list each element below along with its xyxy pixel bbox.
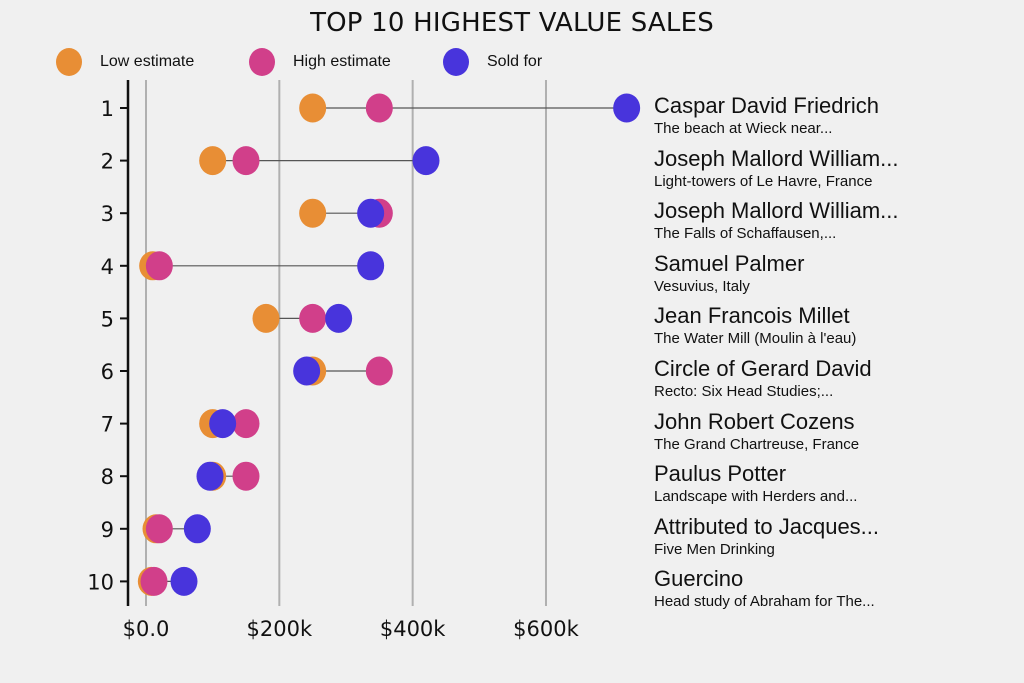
legend-item-sold-for: Sold for	[443, 48, 542, 76]
high-estimate-dot	[145, 514, 173, 544]
sold-for-dot	[613, 93, 641, 123]
artist-label: Joseph Mallord William...	[654, 198, 899, 224]
y-tick-label: 10	[87, 570, 114, 594]
sold-for-dot	[196, 461, 224, 491]
legend-marker-high-estimate	[249, 48, 275, 76]
artwork-label: Vesuvius, Italy	[654, 277, 750, 295]
x-tick-label: $400k	[380, 617, 446, 641]
artwork-label: Recto: Six Head Studies;...	[654, 383, 834, 400]
low-estimate-dot	[199, 146, 227, 176]
sold-for-dot	[357, 251, 385, 281]
high-estimate-dot	[232, 409, 260, 439]
legend-marker-sold-for	[443, 48, 469, 76]
artwork-label: The Falls of Schaffausen,...	[654, 225, 837, 243]
high-estimate-dot	[365, 356, 393, 386]
y-tick-label: 4	[101, 255, 114, 279]
artwork-label: Five Men Drinking	[654, 540, 775, 558]
artist-label: Paulus Potter	[654, 461, 787, 487]
chart-title: TOP 10 HIGHEST VALUE SALES	[310, 8, 714, 38]
artist-label: Caspar David Friedrich	[654, 93, 879, 118]
high-estimate-dot	[365, 93, 393, 123]
legend-label-high-estimate: High estimate	[293, 53, 391, 70]
artist-label: John Robert Cozens	[654, 408, 855, 434]
high-estimate-dot	[232, 146, 260, 176]
sold-for-dot	[357, 198, 385, 228]
y-tick-label: 8	[101, 465, 114, 489]
artist-label: Attributed to Jacques...	[654, 513, 880, 539]
y-tick-label: 9	[101, 518, 114, 542]
artist-label: Circle of Gerard David	[654, 356, 872, 381]
artist-label: Samuel Palmer	[654, 250, 805, 276]
low-estimate-dot	[299, 198, 327, 228]
artist-label: Joseph Mallord William...	[654, 145, 899, 171]
x-tick-label: $200k	[247, 617, 313, 641]
sold-for-dot	[412, 146, 440, 176]
sold-for-dot	[183, 514, 211, 544]
high-estimate-dot	[299, 303, 327, 333]
legend-label-low-estimate: Low estimate	[100, 53, 195, 70]
sold-for-dot	[170, 566, 198, 596]
y-tick-label: 3	[101, 202, 114, 226]
sold-for-dot	[293, 356, 321, 386]
high-estimate-dot	[232, 461, 260, 491]
y-tick-label: 5	[101, 307, 114, 331]
artwork-label: The beach at Wieck near...	[654, 120, 833, 137]
y-tick-label: 2	[101, 150, 114, 174]
y-tick-label: 6	[101, 360, 114, 384]
legend-item-high-estimate: High estimate	[249, 48, 391, 76]
low-estimate-dot	[299, 93, 327, 123]
artist-label: Jean Francois Millet	[654, 303, 850, 329]
artist-label: Guercino	[654, 566, 744, 592]
legend-item-low-estimate: Low estimate	[56, 48, 194, 76]
artwork-label: Landscape with Herders and...	[654, 488, 858, 506]
x-tick-label: $600k	[513, 617, 579, 641]
artwork-label: Light-towers of Le Havre, France	[654, 172, 873, 190]
x-tick-label: $0.0	[123, 617, 170, 641]
artwork-label: Head study of Abraham for The...	[654, 593, 875, 611]
legend-marker-low-estimate	[56, 48, 82, 76]
sold-for-dot	[325, 303, 353, 333]
high-estimate-dot	[145, 251, 173, 281]
y-tick-label: 7	[101, 413, 114, 437]
legend-label-sold-for: Sold for	[487, 53, 543, 70]
artwork-label: The Grand Chartreuse, France	[654, 435, 860, 453]
artwork-label: The Water Mill (Moulin à l'eau)	[654, 330, 857, 348]
y-tick-label: 1	[101, 97, 114, 121]
high-estimate-dot	[140, 566, 168, 596]
low-estimate-dot	[252, 303, 280, 333]
sold-for-dot	[209, 409, 237, 439]
